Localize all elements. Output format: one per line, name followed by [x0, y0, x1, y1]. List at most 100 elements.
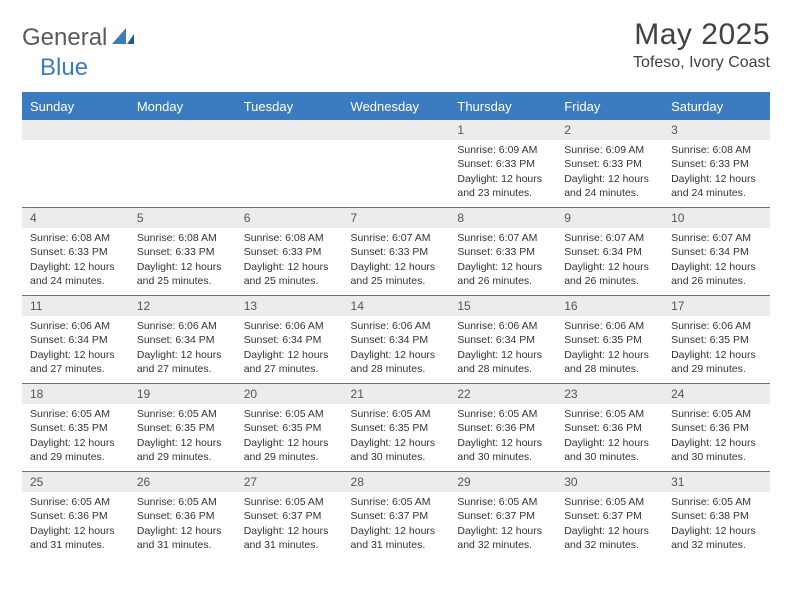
calendar-cell: 10Sunrise: 6:07 AMSunset: 6:34 PMDayligh… [663, 208, 770, 296]
day-number: 6 [236, 208, 343, 228]
day-number: 31 [663, 472, 770, 492]
day-number: 18 [22, 384, 129, 404]
daylight-line: Daylight: 12 hours and 28 minutes. [351, 348, 442, 376]
sunset-line: Sunset: 6:37 PM [564, 509, 655, 523]
sunset-line: Sunset: 6:37 PM [244, 509, 335, 523]
calendar-cell: 4Sunrise: 6:08 AMSunset: 6:33 PMDaylight… [22, 208, 129, 296]
day-number: 29 [449, 472, 556, 492]
sunset-line: Sunset: 6:34 PM [457, 333, 548, 347]
weekday-header: Sunday [22, 93, 129, 120]
daylight-line: Daylight: 12 hours and 30 minutes. [671, 436, 762, 464]
calendar-row: 25Sunrise: 6:05 AMSunset: 6:36 PMDayligh… [22, 472, 770, 560]
sunrise-line: Sunrise: 6:09 AM [564, 143, 655, 157]
month-title: May 2025 [633, 18, 770, 52]
day-info: Sunrise: 6:05 AMSunset: 6:36 PMDaylight:… [22, 492, 129, 556]
sunset-line: Sunset: 6:34 PM [671, 245, 762, 259]
day-number: 3 [663, 120, 770, 140]
daylight-line: Daylight: 12 hours and 29 minutes. [244, 436, 335, 464]
day-number: 10 [663, 208, 770, 228]
daylight-line: Daylight: 12 hours and 27 minutes. [244, 348, 335, 376]
sunset-line: Sunset: 6:35 PM [671, 333, 762, 347]
sunset-line: Sunset: 6:34 PM [351, 333, 442, 347]
daylight-line: Daylight: 12 hours and 25 minutes. [351, 260, 442, 288]
calendar-cell: 28Sunrise: 6:05 AMSunset: 6:37 PMDayligh… [343, 472, 450, 560]
weekday-header: Monday [129, 93, 236, 120]
day-info: Sunrise: 6:05 AMSunset: 6:38 PMDaylight:… [663, 492, 770, 556]
day-info: Sunrise: 6:05 AMSunset: 6:35 PMDaylight:… [22, 404, 129, 468]
daylight-line: Daylight: 12 hours and 25 minutes. [137, 260, 228, 288]
sunset-line: Sunset: 6:34 PM [244, 333, 335, 347]
calendar-cell: 21Sunrise: 6:05 AMSunset: 6:35 PMDayligh… [343, 384, 450, 472]
day-number [236, 120, 343, 140]
sunrise-line: Sunrise: 6:08 AM [671, 143, 762, 157]
day-info: Sunrise: 6:05 AMSunset: 6:36 PMDaylight:… [556, 404, 663, 468]
day-number [343, 120, 450, 140]
weekday-header: Thursday [449, 93, 556, 120]
sunrise-line: Sunrise: 6:05 AM [137, 495, 228, 509]
sunrise-line: Sunrise: 6:06 AM [244, 319, 335, 333]
day-info: Sunrise: 6:08 AMSunset: 6:33 PMDaylight:… [236, 228, 343, 292]
day-number: 5 [129, 208, 236, 228]
day-number: 27 [236, 472, 343, 492]
logo-sail-icon [112, 26, 134, 51]
daylight-line: Daylight: 12 hours and 31 minutes. [244, 524, 335, 552]
sunrise-line: Sunrise: 6:05 AM [244, 407, 335, 421]
day-number: 23 [556, 384, 663, 404]
daylight-line: Daylight: 12 hours and 31 minutes. [137, 524, 228, 552]
day-info: Sunrise: 6:05 AMSunset: 6:35 PMDaylight:… [236, 404, 343, 468]
calendar-cell: 27Sunrise: 6:05 AMSunset: 6:37 PMDayligh… [236, 472, 343, 560]
day-info: Sunrise: 6:06 AMSunset: 6:35 PMDaylight:… [663, 316, 770, 380]
calendar-row: 11Sunrise: 6:06 AMSunset: 6:34 PMDayligh… [22, 296, 770, 384]
day-info: Sunrise: 6:05 AMSunset: 6:36 PMDaylight:… [663, 404, 770, 468]
sunset-line: Sunset: 6:38 PM [671, 509, 762, 523]
day-number: 25 [22, 472, 129, 492]
daylight-line: Daylight: 12 hours and 30 minutes. [457, 436, 548, 464]
sunrise-line: Sunrise: 6:05 AM [671, 495, 762, 509]
day-info: Sunrise: 6:05 AMSunset: 6:37 PMDaylight:… [236, 492, 343, 556]
sunset-line: Sunset: 6:35 PM [351, 421, 442, 435]
day-number: 21 [343, 384, 450, 404]
day-info: Sunrise: 6:07 AMSunset: 6:34 PMDaylight:… [556, 228, 663, 292]
sunrise-line: Sunrise: 6:07 AM [457, 231, 548, 245]
sunrise-line: Sunrise: 6:05 AM [564, 495, 655, 509]
day-info: Sunrise: 6:07 AMSunset: 6:33 PMDaylight:… [343, 228, 450, 292]
sunset-line: Sunset: 6:36 PM [30, 509, 121, 523]
daylight-line: Daylight: 12 hours and 25 minutes. [244, 260, 335, 288]
calendar-cell [129, 120, 236, 208]
weekday-header: Wednesday [343, 93, 450, 120]
day-info: Sunrise: 6:05 AMSunset: 6:37 PMDaylight:… [449, 492, 556, 556]
day-number: 8 [449, 208, 556, 228]
sunrise-line: Sunrise: 6:05 AM [30, 495, 121, 509]
calendar-cell: 14Sunrise: 6:06 AMSunset: 6:34 PMDayligh… [343, 296, 450, 384]
day-info: Sunrise: 6:08 AMSunset: 6:33 PMDaylight:… [663, 140, 770, 204]
day-info: Sunrise: 6:05 AMSunset: 6:37 PMDaylight:… [556, 492, 663, 556]
day-info: Sunrise: 6:05 AMSunset: 6:35 PMDaylight:… [129, 404, 236, 468]
sunrise-line: Sunrise: 6:05 AM [457, 407, 548, 421]
calendar-cell [343, 120, 450, 208]
daylight-line: Daylight: 12 hours and 31 minutes. [351, 524, 442, 552]
sunrise-line: Sunrise: 6:08 AM [137, 231, 228, 245]
calendar-cell: 3Sunrise: 6:08 AMSunset: 6:33 PMDaylight… [663, 120, 770, 208]
sunset-line: Sunset: 6:33 PM [564, 157, 655, 171]
calendar-cell: 12Sunrise: 6:06 AMSunset: 6:34 PMDayligh… [129, 296, 236, 384]
daylight-line: Daylight: 12 hours and 30 minutes. [351, 436, 442, 464]
daylight-line: Daylight: 12 hours and 24 minutes. [671, 172, 762, 200]
daylight-line: Daylight: 12 hours and 30 minutes. [564, 436, 655, 464]
calendar-cell: 6Sunrise: 6:08 AMSunset: 6:33 PMDaylight… [236, 208, 343, 296]
day-number [129, 120, 236, 140]
sunrise-line: Sunrise: 6:06 AM [351, 319, 442, 333]
sunrise-line: Sunrise: 6:05 AM [30, 407, 121, 421]
sunset-line: Sunset: 6:36 PM [137, 509, 228, 523]
logo-text-blue: Blue [40, 54, 88, 81]
calendar-cell: 1Sunrise: 6:09 AMSunset: 6:33 PMDaylight… [449, 120, 556, 208]
sunset-line: Sunset: 6:33 PM [671, 157, 762, 171]
daylight-line: Daylight: 12 hours and 31 minutes. [30, 524, 121, 552]
day-number: 13 [236, 296, 343, 316]
calendar-cell: 11Sunrise: 6:06 AMSunset: 6:34 PMDayligh… [22, 296, 129, 384]
day-info: Sunrise: 6:09 AMSunset: 6:33 PMDaylight:… [449, 140, 556, 204]
day-info: Sunrise: 6:06 AMSunset: 6:34 PMDaylight:… [22, 316, 129, 380]
calendar-cell: 23Sunrise: 6:05 AMSunset: 6:36 PMDayligh… [556, 384, 663, 472]
sunset-line: Sunset: 6:34 PM [137, 333, 228, 347]
weekday-header: Saturday [663, 93, 770, 120]
day-number: 24 [663, 384, 770, 404]
